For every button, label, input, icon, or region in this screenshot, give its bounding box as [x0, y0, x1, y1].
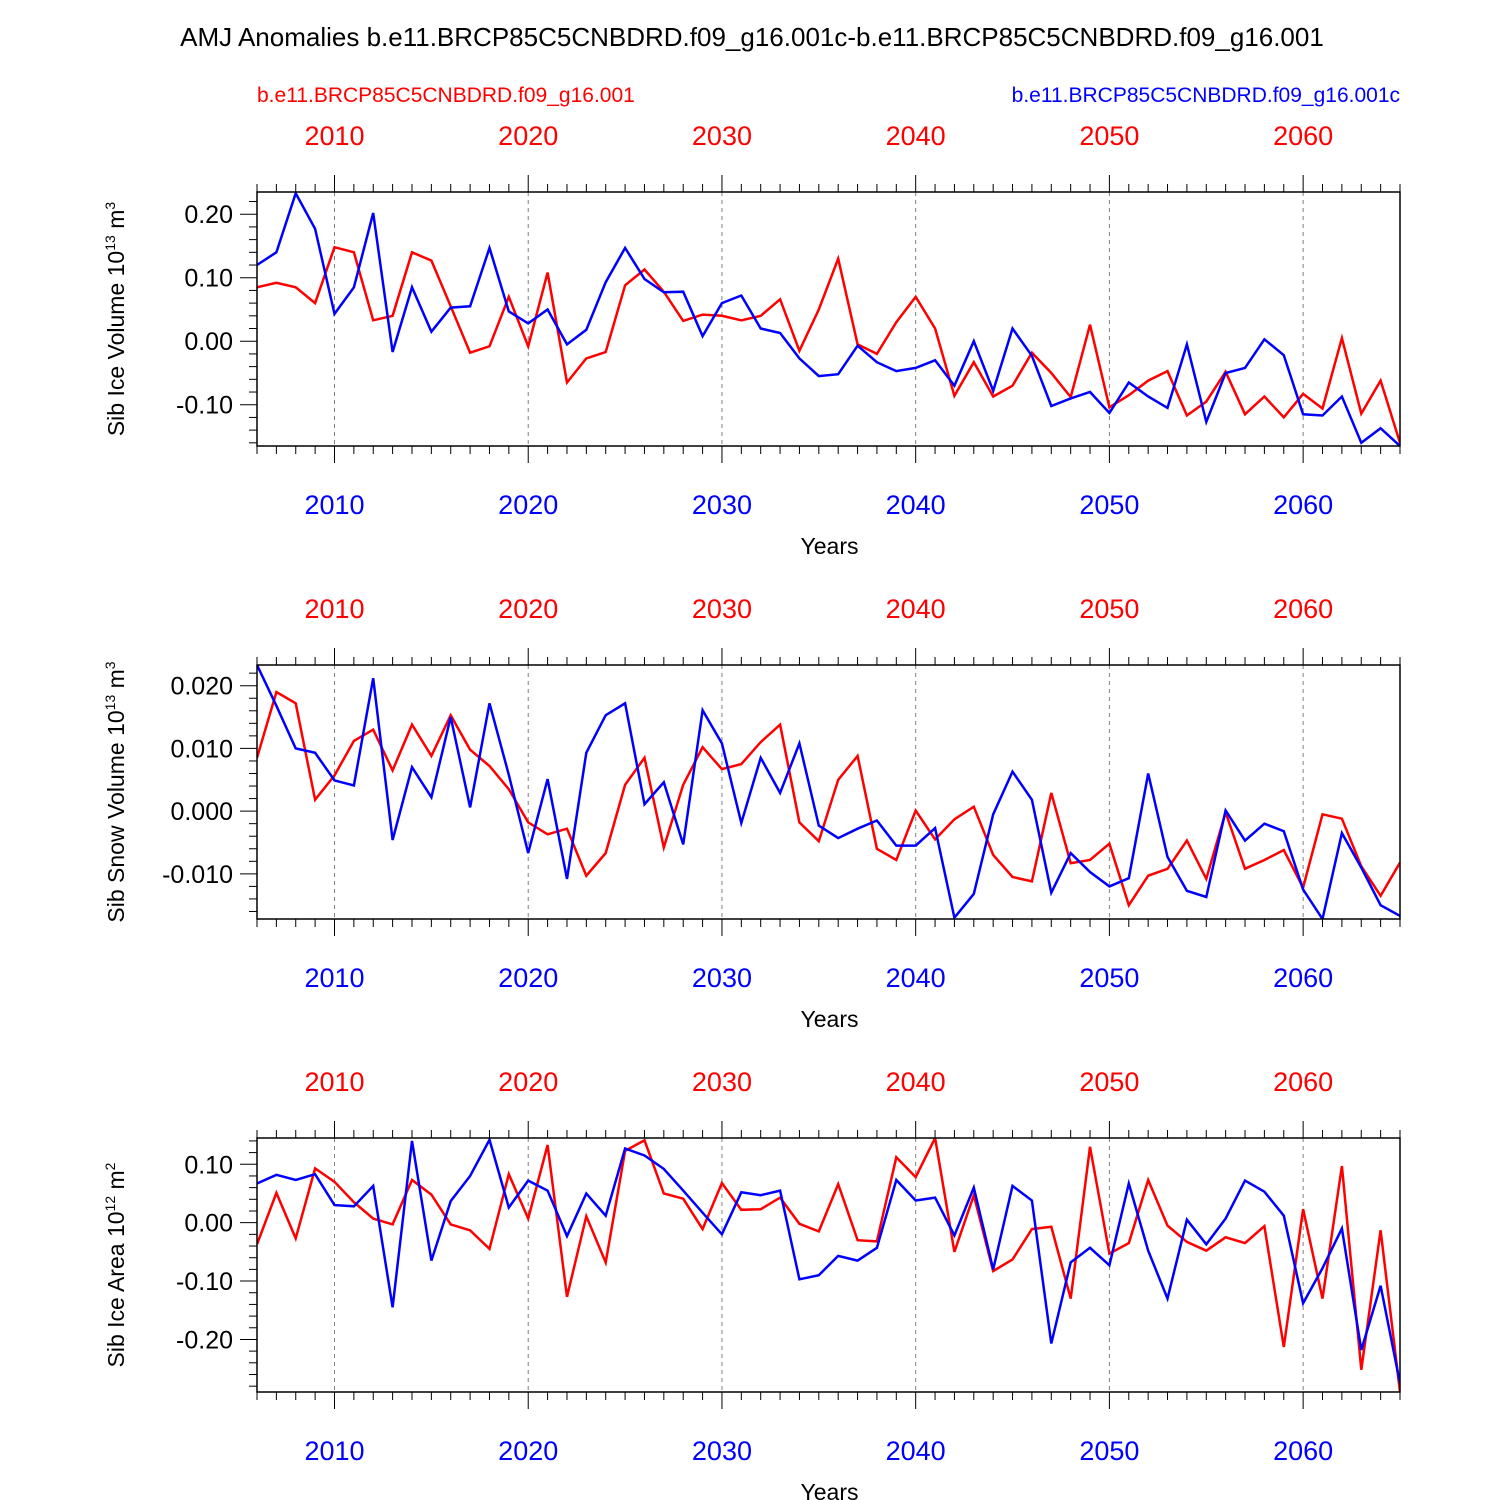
y-tick-label: 0.00	[184, 328, 233, 356]
x-tick-label-bottom: 2060	[1273, 490, 1333, 520]
panel-ice-area: 0.10 0.00 -0.10 -0.20 2010 2010 2020 2020 2030 20…	[102, 1067, 1401, 1500]
x-tick-label-top: 2010	[304, 1067, 364, 1097]
legend-label-blue: b.e11.BRCP85C5CNBDRD.f09_g16.001c	[1012, 84, 1400, 107]
x-tick-label-bottom: 2060	[1273, 1436, 1333, 1466]
x-tick-label-bottom: 2010	[304, 490, 364, 520]
x-tick-label-bottom: 2050	[1079, 1436, 1139, 1466]
y-tick-label: 0.00	[184, 1210, 233, 1238]
y-tick-label: 0.10	[184, 1151, 233, 1179]
x-tick-label-top: 2020	[498, 594, 558, 624]
x-tick-label-top: 2040	[886, 121, 946, 151]
x-tick-label-top: 2050	[1079, 121, 1139, 151]
x-tick-label-top: 2060	[1273, 1067, 1333, 1097]
y-tick-label: -0.20	[176, 1326, 233, 1354]
y-tick-label: 0.010	[170, 735, 233, 763]
x-tick-label-bottom: 2010	[304, 963, 364, 993]
panels: 0.20 0.10 0.00 -0.10 2010 2010 2020 2020 2030 203…	[102, 121, 1401, 1500]
series-line-red	[257, 245, 1400, 444]
x-tick-label-bottom: 2050	[1079, 490, 1139, 520]
series-line-red	[257, 690, 1400, 909]
x-tick-label-bottom: 2010	[304, 1436, 364, 1466]
x-tick-label-bottom: 2030	[692, 963, 752, 993]
legend-label-red: b.e11.BRCP85C5CNBDRD.f09_g16.001	[257, 84, 635, 107]
x-tick-label-top: 2040	[886, 594, 946, 624]
x-axis-label: Years	[801, 533, 859, 559]
y-tick-label: -0.010	[162, 861, 233, 889]
y-axis-label: Sib Snow Volume 1013 m3	[102, 661, 129, 922]
y-axis-label: Sib Ice Volume 1013 m3	[102, 202, 129, 437]
panel-ice-volume: 0.20 0.10 0.00 -0.10 2010 2010 2020 2020 2030 203…	[102, 121, 1401, 559]
plot-frame	[256, 1137, 1401, 1393]
x-tick-label-top: 2050	[1079, 594, 1139, 624]
y-tick-label: -0.10	[176, 392, 233, 420]
x-tick-label-top: 2030	[692, 594, 752, 624]
x-tick-label-bottom: 2050	[1079, 963, 1139, 993]
x-tick-label-top: 2020	[498, 121, 558, 151]
x-tick-label-top: 2010	[304, 121, 364, 151]
x-tick-label-top: 2060	[1273, 594, 1333, 624]
x-tick-label-bottom: 2030	[692, 1436, 752, 1466]
x-tick-label-top: 2030	[692, 121, 752, 151]
x-axis-label: Years	[801, 1006, 859, 1032]
x-tick-label-top: 2040	[886, 1067, 946, 1097]
x-tick-label-top: 2030	[692, 1067, 752, 1097]
x-tick-label-top: 2020	[498, 1067, 558, 1097]
y-tick-label: -0.10	[176, 1268, 233, 1296]
x-tick-label-top: 2060	[1273, 121, 1333, 151]
x-tick-label-bottom: 2020	[498, 1436, 558, 1466]
y-tick-label: 0.10	[184, 265, 233, 293]
y-tick-label: 0.000	[170, 798, 233, 826]
plot-frame	[256, 664, 1401, 920]
x-tick-label-bottom: 2040	[886, 490, 946, 520]
y-axis-label: Sib Ice Area 1012 m2	[102, 1162, 129, 1367]
x-tick-label-bottom: 2040	[886, 1436, 946, 1466]
x-tick-label-bottom: 2020	[498, 490, 558, 520]
x-tick-label-top: 2010	[304, 594, 364, 624]
series-line-blue	[257, 192, 1400, 446]
series-line-blue	[257, 1138, 1400, 1384]
x-tick-label-bottom: 2060	[1273, 963, 1333, 993]
x-tick-label-top: 2050	[1079, 1067, 1139, 1097]
series-line-blue	[257, 665, 1400, 919]
plot-frame	[256, 191, 1401, 447]
x-tick-label-bottom: 2020	[498, 963, 558, 993]
series-line-red	[257, 1138, 1400, 1392]
y-tick-label: 0.20	[184, 201, 233, 229]
x-tick-label-bottom: 2040	[886, 963, 946, 993]
y-tick-label: 0.020	[170, 673, 233, 701]
x-tick-label-bottom: 2030	[692, 490, 752, 520]
chart-title: AMJ Anomalies b.e11.BRCP85C5CNBDRD.f09_g…	[180, 22, 1324, 52]
x-axis-label: Years	[801, 1479, 859, 1500]
panel-snow-volume: 0.020 0.010 0.000 -0.010 2010 2010 2020 2020 203…	[102, 594, 1401, 1032]
